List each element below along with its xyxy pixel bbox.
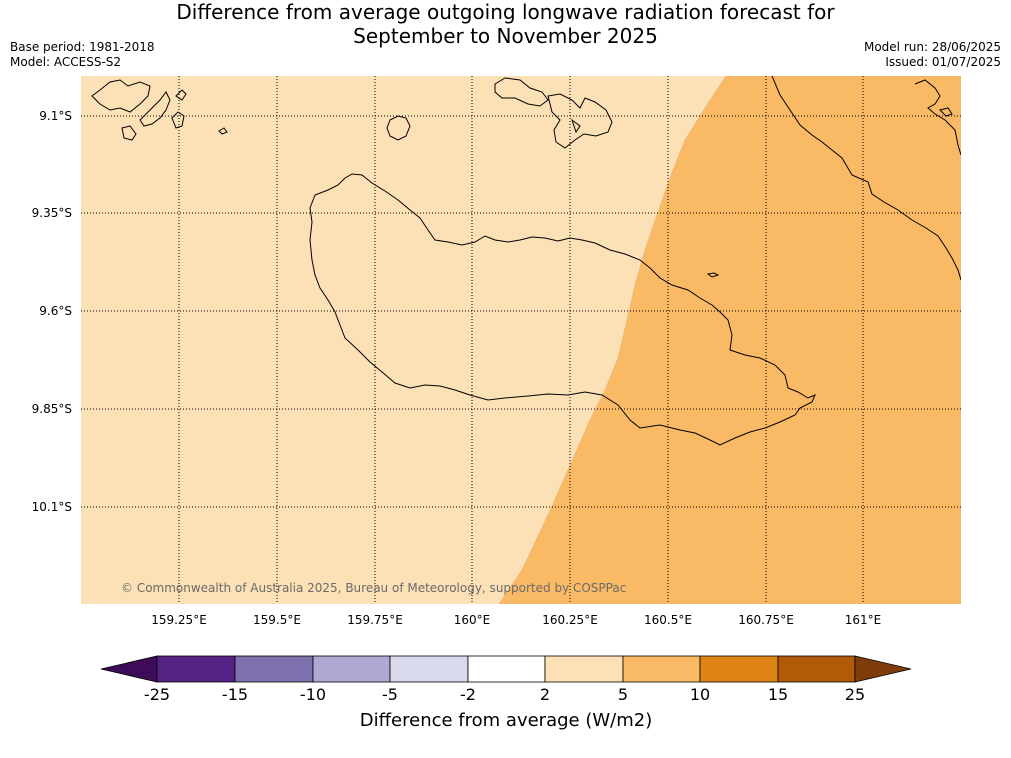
lon-label: 160.5°E <box>644 613 692 627</box>
anomaly-region-5-10 <box>498 76 961 604</box>
colorbar-title: Difference from average (W/m2) <box>360 710 652 731</box>
longitude-labels: 159.25°E 159.5°E 159.75°E 160°E 160.25°E… <box>151 613 881 627</box>
lat-label: 9.1°S <box>39 109 72 123</box>
ne-islet-small <box>939 107 953 117</box>
lon-label: 159.75°E <box>347 613 403 627</box>
colorbar-segment <box>777 655 856 683</box>
colorbar-extend-high <box>854 655 912 683</box>
chart-title: Difference from average outgoing longwav… <box>0 0 1011 48</box>
colorbar-ticks: -25 -15 -10 -5 -2 2 5 10 15 25 <box>144 685 865 704</box>
colorbar-segment <box>156 655 236 683</box>
model-name: Model: ACCESS-S2 <box>10 55 122 69</box>
colorbar-segment <box>622 655 701 683</box>
lon-label: 160.75°E <box>738 613 794 627</box>
north-island-3 <box>571 118 581 134</box>
colorbar-tick-label: 25 <box>845 685 865 704</box>
base-period: Base period: 1981-2018 <box>10 40 155 54</box>
colorbar-segment <box>467 655 546 683</box>
colorbar <box>100 655 912 683</box>
nw-island-5 <box>218 127 228 135</box>
latitude-labels: 9.1°S 9.35°S 9.6°S 9.85°S 10.1°S <box>32 109 72 514</box>
meta-left: Base period: 1981-2018 Model: ACCESS-S2 <box>10 40 155 70</box>
colorbar-tick-label: -5 <box>382 685 398 704</box>
colorbar-tick-label: -2 <box>460 685 476 704</box>
colorbar-tick-label: 15 <box>768 685 788 704</box>
lon-label: 159.25°E <box>151 613 207 627</box>
colorbar-extend-low <box>100 655 158 683</box>
graticule <box>81 76 961 604</box>
model-run: Model run: 28/06/2025 <box>863 40 1001 54</box>
colorbar-segment <box>234 655 314 683</box>
lat-label: 9.35°S <box>32 206 72 220</box>
main-island-coastline <box>309 173 816 446</box>
colorbar-segment <box>312 655 391 683</box>
colorbar-tick-label: -25 <box>144 685 170 704</box>
colorbar-segment <box>389 655 469 683</box>
meta-right: Model run: 28/06/2025 Issued: 01/07/2025 <box>864 40 1001 70</box>
colorbar-tick-label: -15 <box>222 685 248 704</box>
lon-label: 160°E <box>454 613 491 627</box>
colorbar-segment <box>544 655 624 683</box>
nw-island-3 <box>121 125 137 141</box>
islet-north <box>386 115 411 141</box>
islet-east <box>706 272 720 278</box>
nw-island-1 <box>91 79 151 113</box>
nw-island-6 <box>175 89 187 101</box>
copyright-notice: © Commonwealth of Australia 2025, Bureau… <box>121 581 626 595</box>
lat-label: 9.85°S <box>32 402 72 416</box>
issued-date: Issued: 01/07/2025 <box>885 55 1001 69</box>
lon-label: 160.25°E <box>542 613 598 627</box>
colorbar-segment <box>699 655 779 683</box>
map-panel: © Commonwealth of Australia 2025, Bureau… <box>81 76 961 604</box>
lon-label: 159.5°E <box>253 613 301 627</box>
ne-islet-cluster <box>914 79 961 156</box>
north-island-1 <box>494 77 549 107</box>
nw-island-2 <box>139 91 171 127</box>
title-line-1: Difference from average outgoing longwav… <box>176 0 835 24</box>
north-island-2 <box>547 93 613 149</box>
nw-island-4 <box>171 111 185 129</box>
coastlines <box>91 76 961 446</box>
lat-label: 10.1°S <box>32 500 72 514</box>
colorbar-tick-label: 10 <box>690 685 710 704</box>
colorbar-tick-label: 2 <box>540 685 550 704</box>
colorbar-tick-label: 5 <box>618 685 628 704</box>
ne-island-coastline <box>771 76 961 281</box>
colorbar-tick-label: -10 <box>300 685 326 704</box>
lat-label: 9.6°S <box>39 304 72 318</box>
lon-label: 161°E <box>845 613 882 627</box>
title-line-2: September to November 2025 <box>353 24 658 48</box>
